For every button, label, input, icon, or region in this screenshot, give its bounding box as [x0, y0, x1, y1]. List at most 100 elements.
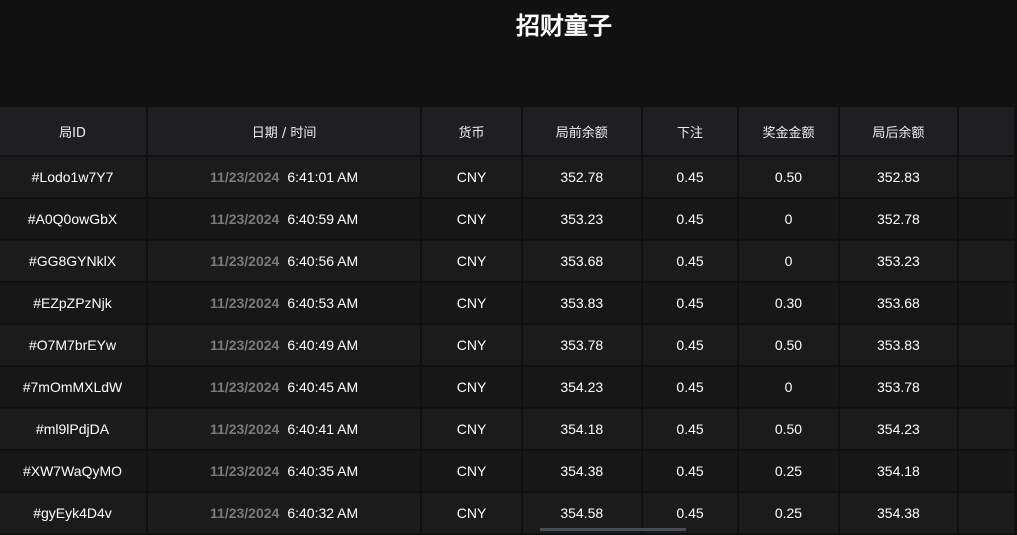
round-id: #Lodo1w7Y7 [0, 156, 148, 199]
balance-before: 353.83 [521, 282, 643, 325]
datetime-cell: 11/23/2024 6:40:49 AM [147, 324, 423, 367]
table-row[interactable]: #A0Q0owGbX 11/23/2024 6:40:59 AM CNY 353.23 0… [0, 198, 1016, 241]
table-row[interactable]: #gyEyk4D4v 11/23/2024 6:40:32 AM CNY 354.58 0… [0, 492, 1016, 535]
extra-cell [958, 240, 1016, 283]
table-row[interactable]: #Lodo1w7Y7 11/23/2024 6:41:01 AM CNY 352.78 0… [0, 156, 1016, 199]
balance-after: 353.23 [838, 240, 960, 283]
bet: 0.45 [641, 156, 740, 199]
currency: CNY [421, 408, 523, 451]
table-row[interactable]: #O7M7brEYw 11/23/2024 6:40:49 AM CNY 353.78 0… [0, 324, 1016, 367]
time: 6:40:32 AM [287, 505, 359, 521]
balance-before: 354.38 [521, 450, 643, 493]
win-amount: 0.30 [738, 282, 840, 325]
win-amount: 0 [738, 198, 840, 241]
bet: 0.45 [641, 282, 740, 325]
round-id: #A0Q0owGbX [0, 198, 148, 241]
round-id: #O7M7brEYw [0, 324, 148, 367]
time: 6:40:56 AM [287, 253, 359, 269]
round-id: #GG8GYNklX [0, 240, 148, 283]
date: 11/23/2024 [210, 421, 280, 437]
header-col-extra [958, 107, 1016, 157]
datetime-cell: 11/23/2024 6:40:45 AM [147, 366, 423, 409]
date: 11/23/2024 [210, 253, 280, 269]
horizontal-scrollbar[interactable] [540, 528, 686, 531]
balance-after: 354.23 [838, 408, 960, 451]
date: 11/23/2024 [210, 379, 280, 395]
table-row[interactable]: #EZpZPzNjk 11/23/2024 6:40:53 AM CNY 353.83 0… [0, 282, 1016, 325]
currency: CNY [421, 282, 523, 325]
extra-cell [958, 366, 1016, 409]
time: 6:40:41 AM [287, 421, 359, 437]
header-col-currency: 货币 [421, 107, 523, 157]
datetime-cell: 11/23/2024 6:40:56 AM [147, 240, 423, 283]
date: 11/23/2024 [210, 337, 280, 353]
extra-cell [958, 156, 1016, 199]
balance-after: 352.78 [838, 198, 960, 241]
round-id: #XW7WaQyMO [0, 450, 148, 493]
win-amount: 0.25 [738, 492, 840, 535]
date: 11/23/2024 [210, 211, 280, 227]
table-row[interactable]: #GG8GYNklX 11/23/2024 6:40:56 AM CNY 353.68 0… [0, 240, 1016, 283]
win-amount: 0.50 [738, 408, 840, 451]
date: 11/23/2024 [210, 463, 280, 479]
datetime-cell: 11/23/2024 6:41:01 AM [147, 156, 423, 199]
header-col-balance-before: 局前余额 [521, 107, 643, 157]
currency: CNY [421, 450, 523, 493]
round-id: #ml9lPdjDA [0, 408, 148, 451]
table-row[interactable]: #ml9lPdjDA 11/23/2024 6:40:41 AM CNY 354.18 0… [0, 408, 1016, 451]
extra-cell [958, 198, 1016, 241]
balance-before: 352.78 [521, 156, 643, 199]
extra-cell [958, 282, 1016, 325]
bet: 0.45 [641, 450, 740, 493]
date: 11/23/2024 [210, 295, 280, 311]
page-title: 招财童子 [516, 12, 612, 40]
datetime-cell: 11/23/2024 6:40:41 AM [147, 408, 423, 451]
header-col-win: 奖金金额 [738, 107, 840, 157]
win-amount: 0 [738, 240, 840, 283]
extra-cell [958, 492, 1016, 535]
datetime-cell: 11/23/2024 6:40:53 AM [147, 282, 423, 325]
balance-after: 354.38 [838, 492, 960, 535]
time: 6:40:49 AM [287, 337, 359, 353]
round-id: #7mOmMXLdW [0, 366, 148, 409]
header-col-round-id: 局ID [0, 107, 148, 157]
time: 6:40:35 AM [287, 463, 359, 479]
win-amount: 0.50 [738, 156, 840, 199]
currency: CNY [421, 492, 523, 535]
balance-before: 354.18 [521, 408, 643, 451]
header-col-bet: 下注 [641, 107, 740, 157]
extra-cell [958, 408, 1016, 451]
balance-before: 354.58 [521, 492, 643, 535]
bet: 0.45 [641, 240, 740, 283]
extra-cell [958, 324, 1016, 367]
balance-after: 353.83 [838, 324, 960, 367]
datetime-cell: 11/23/2024 6:40:32 AM [147, 492, 423, 535]
datetime-cell: 11/23/2024 6:40:59 AM [147, 198, 423, 241]
currency: CNY [421, 366, 523, 409]
history-table: 局ID 日期 / 时间 货币 局前余额 下注 奖金金额 局后余额 #Lodo1w7Y7 11/… [0, 107, 1016, 535]
balance-before: 353.23 [521, 198, 643, 241]
bet: 0.45 [641, 492, 740, 535]
date: 11/23/2024 [210, 169, 280, 185]
win-amount: 0 [738, 366, 840, 409]
currency: CNY [421, 324, 523, 367]
extra-cell [958, 450, 1016, 493]
balance-after: 353.68 [838, 282, 960, 325]
table-row[interactable]: #7mOmMXLdW 11/23/2024 6:40:45 AM CNY 354.23 0… [0, 366, 1016, 409]
win-amount: 0.25 [738, 450, 840, 493]
time: 6:40:53 AM [287, 295, 359, 311]
date: 11/23/2024 [210, 505, 280, 521]
win-amount: 0.50 [738, 324, 840, 367]
time: 6:40:45 AM [287, 379, 359, 395]
table-row[interactable]: #XW7WaQyMO 11/23/2024 6:40:35 AM CNY 354.38 0… [0, 450, 1016, 493]
datetime-cell: 11/23/2024 6:40:35 AM [147, 450, 423, 493]
currency: CNY [421, 240, 523, 283]
time: 6:40:59 AM [287, 211, 359, 227]
balance-before: 354.23 [521, 366, 643, 409]
round-id: #gyEyk4D4v [0, 492, 148, 535]
header-col-datetime: 日期 / 时间 [147, 107, 423, 157]
round-id: #EZpZPzNjk [0, 282, 148, 325]
currency: CNY [421, 198, 523, 241]
bet: 0.45 [641, 324, 740, 367]
header-col-balance-after: 局后余额 [838, 107, 960, 157]
